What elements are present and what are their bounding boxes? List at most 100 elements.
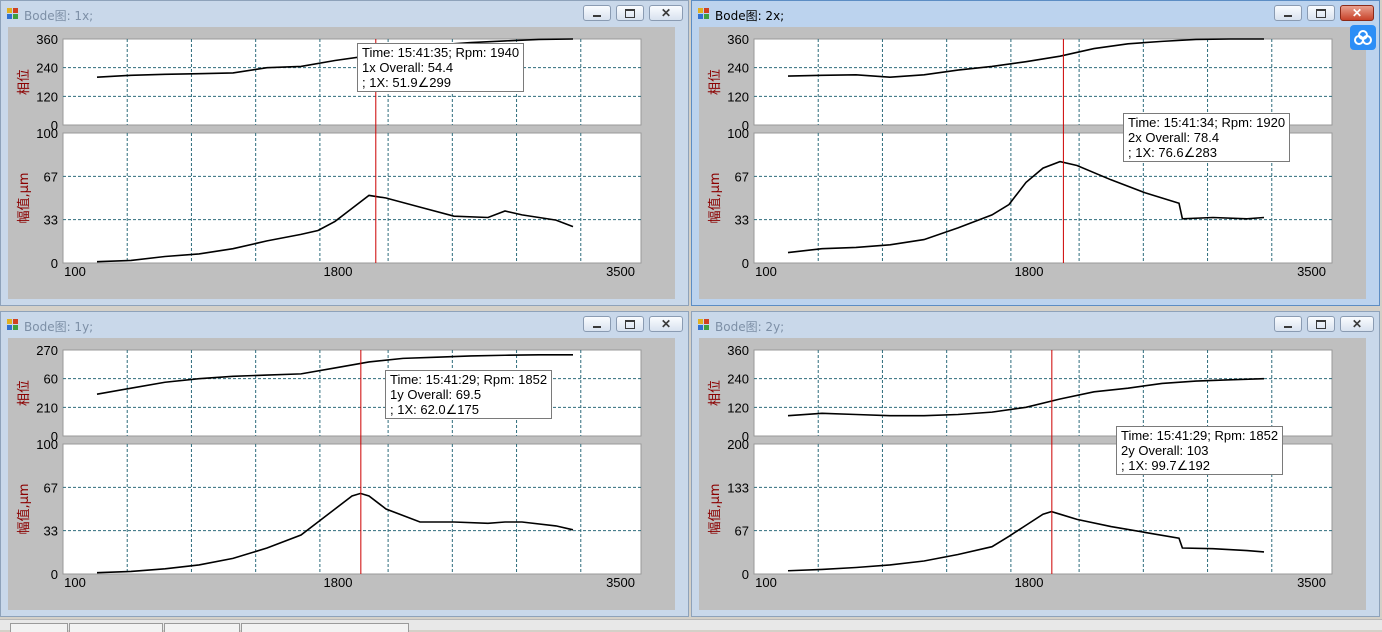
minimize-icon [593,14,601,17]
x-tick-label: 100 [64,575,86,590]
title-bar[interactable]: Bode图: 1x; ✕ [1,1,688,27]
y-tick-label: 0 [742,256,749,271]
y-tick-label: 120 [727,89,749,104]
window-app-icon [698,319,710,330]
y-tick-label: 0 [51,118,58,133]
y-tick-label: 33 [44,524,58,539]
tooltip-line: Time: 15:41:34; Rpm: 1920 [1128,115,1286,130]
y-tick-label: 360 [727,343,749,358]
y-tick-label: 100 [727,126,749,141]
maximize-button[interactable] [1307,5,1335,21]
minimize-button[interactable] [583,5,611,21]
tooltip-line: Time: 15:41:29; Rpm: 1852 [390,372,548,387]
x-tick-label: 1800 [324,264,353,279]
bottom-tab[interactable] [69,623,163,632]
title-bar[interactable]: Bode图: 2y; ✕ [692,312,1379,338]
maximize-button[interactable] [1307,316,1335,332]
tooltip-line: 1x Overall: 54.4 [362,60,454,75]
x-tick-label: 100 [64,264,86,279]
y-tick-label: 360 [727,32,749,47]
phase-trace [787,377,1265,417]
maximize-button[interactable] [616,5,644,21]
close-icon: ✕ [1351,317,1363,331]
maximize-button[interactable] [616,316,644,332]
cloud-badge-icon[interactable] [1350,25,1376,50]
close-icon: ✕ [660,317,672,331]
amplitude-axis-label: 幅值,μm [707,483,723,534]
y-tick-label: 60 [44,372,58,387]
y-tick-label: 33 [735,213,749,228]
bottom-tab[interactable] [241,623,409,632]
y-tick-label: 100 [36,437,58,452]
y-tick-label: 120 [727,400,749,415]
bode-window-2x[interactable]: Bode图: 2x; ✕ 360 240 120 0 100 67 33 0 100 1800 350… [691,0,1380,306]
title-bar[interactable]: Bode图: 2x; ✕ [692,1,1379,27]
maximize-icon [1316,319,1326,329]
close-button[interactable]: ✕ [1340,5,1374,21]
y-tick-label: 0 [742,567,749,582]
phase-panel [62,349,642,437]
minimize-button[interactable] [583,316,611,332]
tooltip-line: Time: 15:41:35; Rpm: 1940 [362,45,520,60]
y-tick-label: 360 [36,32,58,47]
close-button[interactable]: ✕ [649,316,683,332]
minimize-button[interactable] [1274,316,1302,332]
x-tick-label: 3500 [1297,575,1326,590]
maximize-icon [625,8,635,18]
bode-plot[interactable]: 360 240 120 0 200 133 67 0 100 1800 3500 相位 幅值,μm Tim… [699,338,1366,610]
window-app-icon [7,8,19,19]
tooltip-line: 1y Overall: 69.5 [390,387,482,402]
y-tick-label: 240 [36,61,58,76]
cursor-tooltip: Time: 15:41:35; Rpm: 1940 1x Overall: 54.… [357,43,525,92]
maximize-icon [1316,8,1326,18]
tooltip-line: ; 1X: 76.6∠283 [1128,145,1217,160]
amplitude-trace [787,160,1265,254]
bode-plot[interactable]: 360 240 120 0 100 67 33 0 100 1800 3500 相位 幅值,μm Time… [8,27,675,299]
cursor-tooltip: Time: 15:41:29; Rpm: 1852 1y Overall: 69.… [385,370,553,419]
tooltip-line: ; 1X: 62.0∠175 [390,402,479,417]
bottom-tab[interactable] [164,623,240,632]
bode-window-2y[interactable]: Bode图: 2y; ✕ 360 240 120 0 200 133 67 0 100 1800 35… [691,311,1380,617]
x-tick-label: 1800 [324,575,353,590]
window-app-icon [698,8,710,19]
bode-plot[interactable]: 360 240 120 0 100 67 33 0 100 1800 3500 相位 幅值,μm Time… [699,27,1366,299]
bottom-tab[interactable] [10,623,68,632]
y-tick-label: 0 [51,567,58,582]
y-tick-label: 240 [727,372,749,387]
bode-plot[interactable]: 270 60 210 0 100 67 33 0 100 1800 3500 相位 幅值,μm Time:… [8,338,675,610]
y-tick-label: 67 [735,524,749,539]
minimize-icon [1284,325,1292,328]
tooltip-line: ; 1X: 51.9∠299 [362,75,451,90]
phase-panel [62,38,642,126]
window-title: Bode图: 1x; [24,9,94,23]
y-tick-label: 200 [727,437,749,452]
title-bar[interactable]: Bode图: 1y; ✕ [1,312,688,338]
phase-axis-label: 相位 [17,380,32,406]
window-title: Bode图: 1y; [24,320,94,334]
maximize-icon [625,319,635,329]
y-tick-label: 240 [727,61,749,76]
x-tick-label: 3500 [606,264,635,279]
phase-trace [787,38,1264,79]
y-tick-label: 120 [36,89,58,104]
phase-trace [96,38,574,79]
close-button[interactable]: ✕ [649,5,683,21]
y-tick-label: 0 [742,429,749,444]
close-button[interactable]: ✕ [1340,316,1374,332]
window-title: Bode图: 2y; [715,320,785,334]
x-tick-label: 100 [755,575,777,590]
close-icon: ✕ [660,6,672,20]
y-tick-label: 0 [51,256,58,271]
bode-window-1y[interactable]: Bode图: 1y; ✕ 270 60 210 0 100 67 33 0 100 1800 3500… [0,311,689,617]
y-tick-label: 67 [735,169,749,184]
window-app-icon [7,319,19,330]
minimize-button[interactable] [1274,5,1302,21]
bode-window-1x[interactable]: Bode图: 1x; ✕ 360 240 120 0 100 67 33 0 100 1800 350… [0,0,689,306]
x-tick-label: 1800 [1015,575,1044,590]
minimize-icon [1284,14,1292,17]
cursor-tooltip: Time: 15:41:34; Rpm: 1920 2x Overall: 78.… [1123,113,1291,162]
y-tick-label: 270 [36,343,58,358]
